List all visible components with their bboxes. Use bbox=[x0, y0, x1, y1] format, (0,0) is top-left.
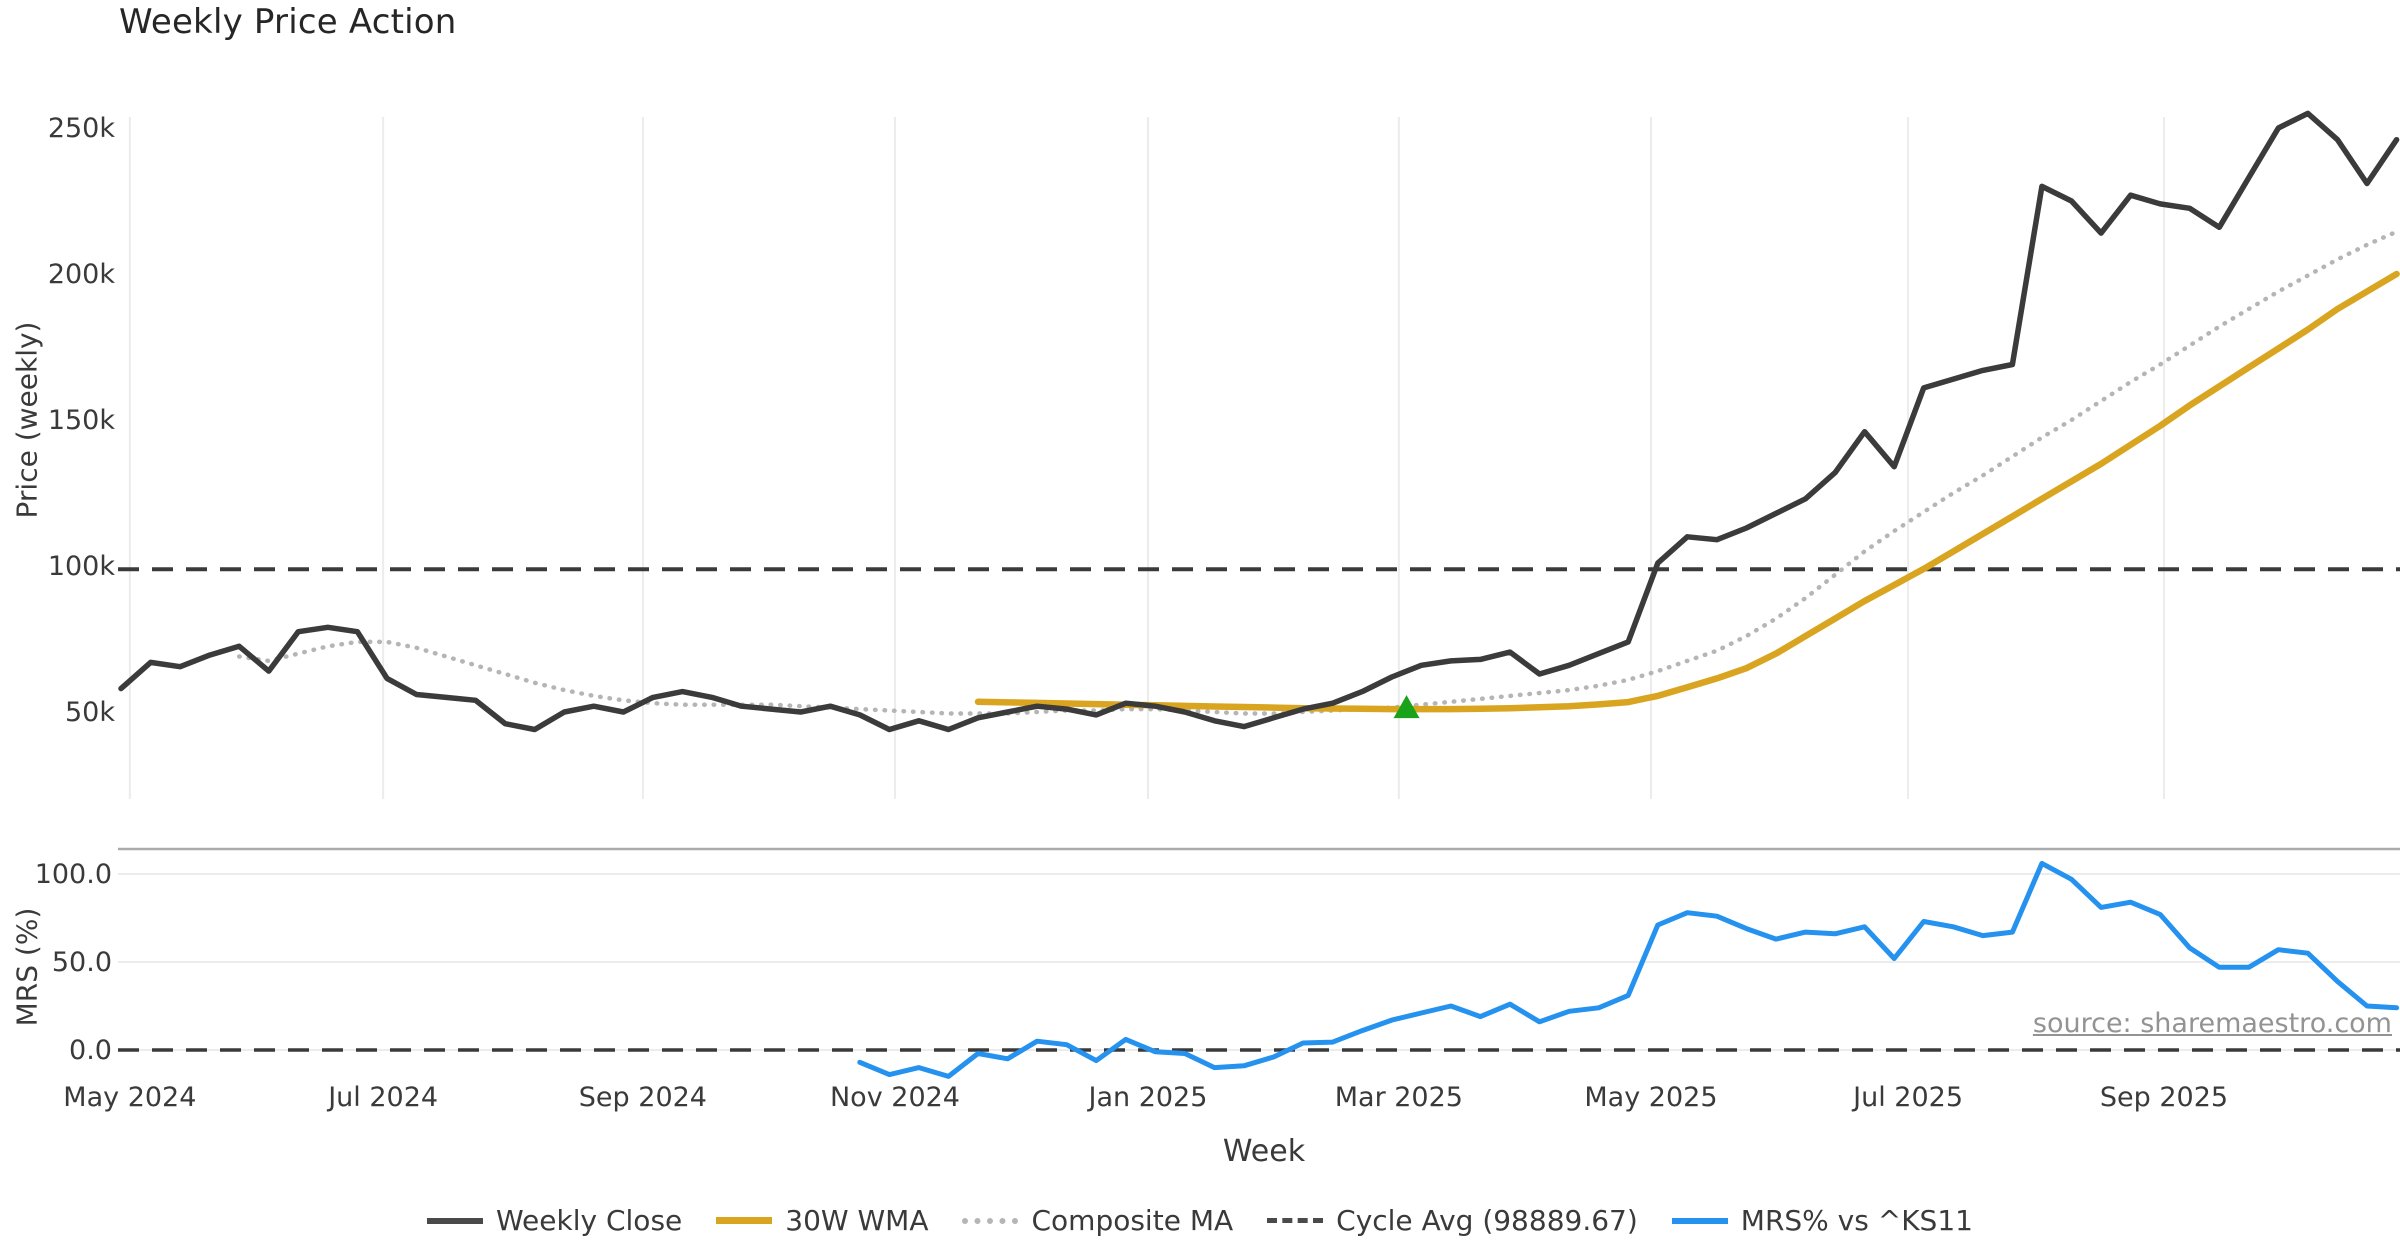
signal-triangle bbox=[1393, 695, 1420, 719]
week-axis-title: Week bbox=[1222, 1134, 1306, 1169]
mrs-tick-label: 0.0 bbox=[69, 1035, 112, 1066]
legend-label: 30W WMA bbox=[785, 1204, 929, 1237]
price-tick-label: 50k bbox=[65, 697, 115, 728]
x-tick-label: May 2025 bbox=[1584, 1082, 1717, 1113]
price-series-lines bbox=[118, 110, 2400, 733]
legend: Weekly Close 30W WMA Composite MA Cycle … bbox=[0, 1204, 2400, 1237]
wma-30w-line bbox=[974, 270, 2400, 713]
mrs-series-line bbox=[857, 860, 2400, 1079]
mrs-line-swatch-icon bbox=[1671, 1217, 1728, 1224]
price-tick-label: 100k bbox=[48, 551, 116, 582]
x-tick-label: May 2024 bbox=[63, 1082, 196, 1113]
mrs-tick-label: 50.0 bbox=[52, 947, 112, 978]
mrs-y-tick-labels: 0.0 50.0 100.0 bbox=[35, 859, 112, 1066]
price-axis-title: Price (weekly) bbox=[10, 321, 44, 519]
legend-item-30w-wma: 30W WMA bbox=[716, 1204, 928, 1237]
x-tick-label: Jul 2025 bbox=[1851, 1082, 1963, 1113]
x-tick-labels: May 2024 Jul 2024 Sep 2024 Nov 2024 Jan 2025… bbox=[63, 1082, 2228, 1113]
page-title: Weekly Price Action bbox=[119, 2, 457, 42]
legend-item-weekly-close: Weekly Close bbox=[427, 1204, 682, 1237]
mrs-line bbox=[857, 860, 2400, 1079]
legend-label: Composite MA bbox=[1031, 1204, 1234, 1237]
legend-item-composite-ma: Composite MA bbox=[962, 1204, 1233, 1237]
x-tick-label: Sep 2025 bbox=[2100, 1082, 2228, 1113]
price-tick-label: 250k bbox=[48, 113, 116, 144]
legend-label: Cycle Avg (98889.67) bbox=[1336, 1204, 1638, 1237]
mrs-axis-title: MRS (%) bbox=[10, 907, 44, 1027]
legend-item-cycle-avg: Cycle Avg (98889.67) bbox=[1267, 1204, 1638, 1237]
price-tick-label: 150k bbox=[48, 405, 116, 436]
x-tick-label: Jan 2025 bbox=[1087, 1082, 1208, 1113]
weekly-close-line bbox=[118, 110, 2400, 733]
price-tick-label: 200k bbox=[48, 259, 116, 290]
price-y-tick-labels: 50k 100k 150k 200k 250k bbox=[48, 113, 116, 728]
composite-ma-line-swatch-icon bbox=[962, 1217, 1019, 1224]
wma-line-swatch-icon bbox=[716, 1217, 773, 1224]
legend-label: Weekly Close bbox=[496, 1204, 683, 1237]
price-panel-gridlines bbox=[128, 117, 2165, 799]
x-tick-label: Mar 2025 bbox=[1335, 1082, 1463, 1113]
x-tick-label: Nov 2024 bbox=[830, 1082, 960, 1113]
x-tick-label: Sep 2024 bbox=[579, 1082, 707, 1113]
cycle-avg-line-swatch-icon bbox=[1267, 1218, 1324, 1223]
composite-ma-line bbox=[236, 229, 2399, 716]
legend-item-mrs: MRS% vs ^KS11 bbox=[1671, 1204, 1973, 1237]
mrs-tick-label: 100.0 bbox=[35, 859, 112, 890]
source-watermark: source: sharemaestro.com bbox=[2032, 1008, 2392, 1039]
x-tick-label: Jul 2024 bbox=[326, 1082, 438, 1113]
weekly-close-line-swatch-icon bbox=[427, 1217, 484, 1224]
legend-label: MRS% vs ^KS11 bbox=[1740, 1204, 1973, 1237]
buy-signal-triangle-icon bbox=[1393, 695, 1420, 719]
